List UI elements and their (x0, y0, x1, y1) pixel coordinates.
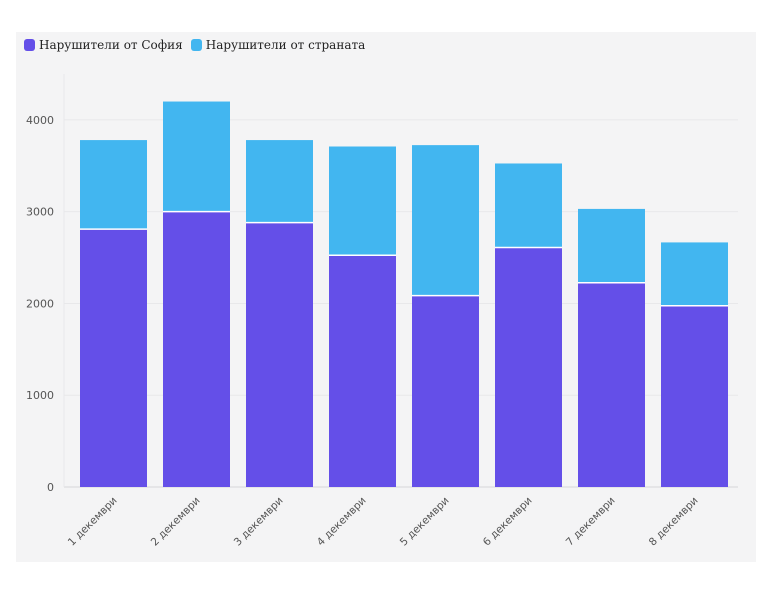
bar-segment-country (163, 101, 230, 212)
bar-segment-sofia (578, 282, 645, 487)
bar-segment-country (578, 208, 645, 283)
x-tick-label: 6 декември (481, 495, 535, 549)
x-tick-label: 5 декември (398, 495, 452, 549)
y-tick-label: 2000 (26, 297, 54, 310)
y-tick-label: 3000 (26, 206, 54, 219)
bar-segment-country (661, 242, 728, 306)
legend-item-sofia[interactable]: Нарушители от София (24, 38, 183, 52)
bar-segment-country (329, 146, 396, 256)
x-tick-label: 3 декември (232, 495, 286, 549)
legend-swatch-sofia (24, 39, 35, 51)
bar-segment-sofia (661, 305, 728, 487)
bar-segment-sofia (163, 211, 230, 487)
y-tick-label: 4000 (26, 114, 54, 127)
y-tick-label: 0 (47, 481, 54, 494)
bar-segment-country (495, 163, 562, 248)
bar-segment-sofia (412, 295, 479, 487)
bar-segment-country (246, 140, 313, 223)
y-tick-label: 1000 (26, 389, 54, 402)
bar-segment-country (80, 140, 147, 230)
bar-segment-sofia (80, 229, 147, 488)
legend-item-country[interactable]: Нарушители от страната (190, 38, 366, 52)
bar-segment-sofia (246, 222, 313, 487)
legend-label-country: Нарушители от страната (205, 38, 366, 52)
x-tick-label: 7 декември (564, 495, 618, 549)
legend: Нарушители от София Нарушители от страна… (24, 38, 367, 52)
bar-segment-sofia (495, 247, 562, 487)
legend-label-sofia: Нарушители от София (39, 38, 183, 52)
bar-segment-country (412, 145, 479, 296)
x-tick-label: 1 декември (66, 495, 120, 549)
x-tick-label: 4 декември (315, 495, 369, 549)
x-tick-label: 2 декември (149, 495, 203, 549)
bar-segment-sofia (329, 255, 396, 487)
x-tick-label: 8 декември (647, 495, 701, 549)
legend-swatch-country (190, 39, 202, 51)
